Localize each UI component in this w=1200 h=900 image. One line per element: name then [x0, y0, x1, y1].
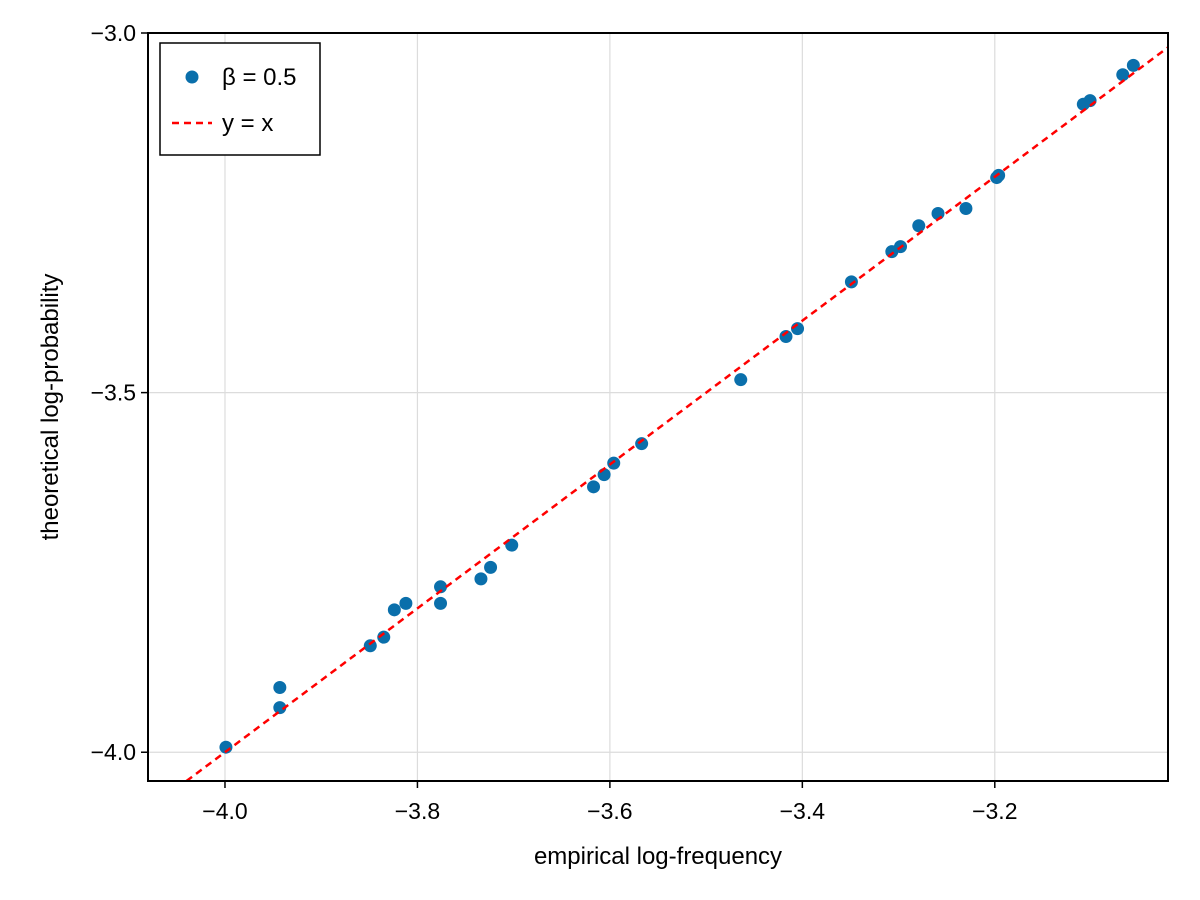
- legend-marker-beta: [185, 70, 199, 84]
- scatter-point: [484, 560, 498, 574]
- x-tick-label: −3.6: [587, 798, 632, 824]
- scatter-point: [912, 219, 926, 233]
- y-tick-label: −3.0: [91, 20, 136, 46]
- y-tick-label: −3.5: [91, 380, 136, 406]
- x-tick-label: −3.2: [972, 798, 1017, 824]
- plot-frame: [147, 32, 1169, 782]
- y-axis-label: theoretical log-probability: [37, 274, 64, 541]
- reference-line: [184, 45, 1168, 781]
- scatter-point: [387, 603, 401, 617]
- scatter-point: [434, 580, 448, 594]
- scatter-point: [734, 373, 748, 387]
- scatter-point: [587, 480, 601, 494]
- scatter-point: [474, 572, 488, 586]
- legend-label-reference-line: y = x: [222, 110, 273, 137]
- legend-box: [159, 42, 321, 156]
- x-tick-label: −4.0: [202, 798, 247, 824]
- x-tick-label: −3.4: [780, 798, 826, 824]
- legend-label-beta: β = 0.5: [222, 64, 297, 91]
- scatter-point: [844, 275, 858, 289]
- y-tick-label: −4.0: [91, 739, 136, 765]
- scatter-point: [273, 681, 287, 694]
- scatter-point: [399, 596, 413, 610]
- scatter-point: [959, 201, 973, 215]
- series-layer: [184, 45, 1168, 781]
- axis-ticks: −4.0 −3.8 −3.6 −3.4 −3.2 −4.0 −3.5 −3.0: [91, 20, 1018, 824]
- scatter-point: [779, 330, 793, 344]
- scatter-point: [434, 596, 448, 610]
- x-tick-label: −3.8: [395, 798, 440, 824]
- scatter-point: [635, 437, 649, 451]
- scatter-point: [273, 701, 287, 715]
- scatter-point: [1116, 68, 1130, 82]
- scatter-point: [1126, 58, 1140, 72]
- scatter-point: [377, 630, 391, 644]
- x-axis-label: empirical log-frequency: [534, 843, 782, 870]
- legend: β = 0.5 y = x: [159, 42, 321, 156]
